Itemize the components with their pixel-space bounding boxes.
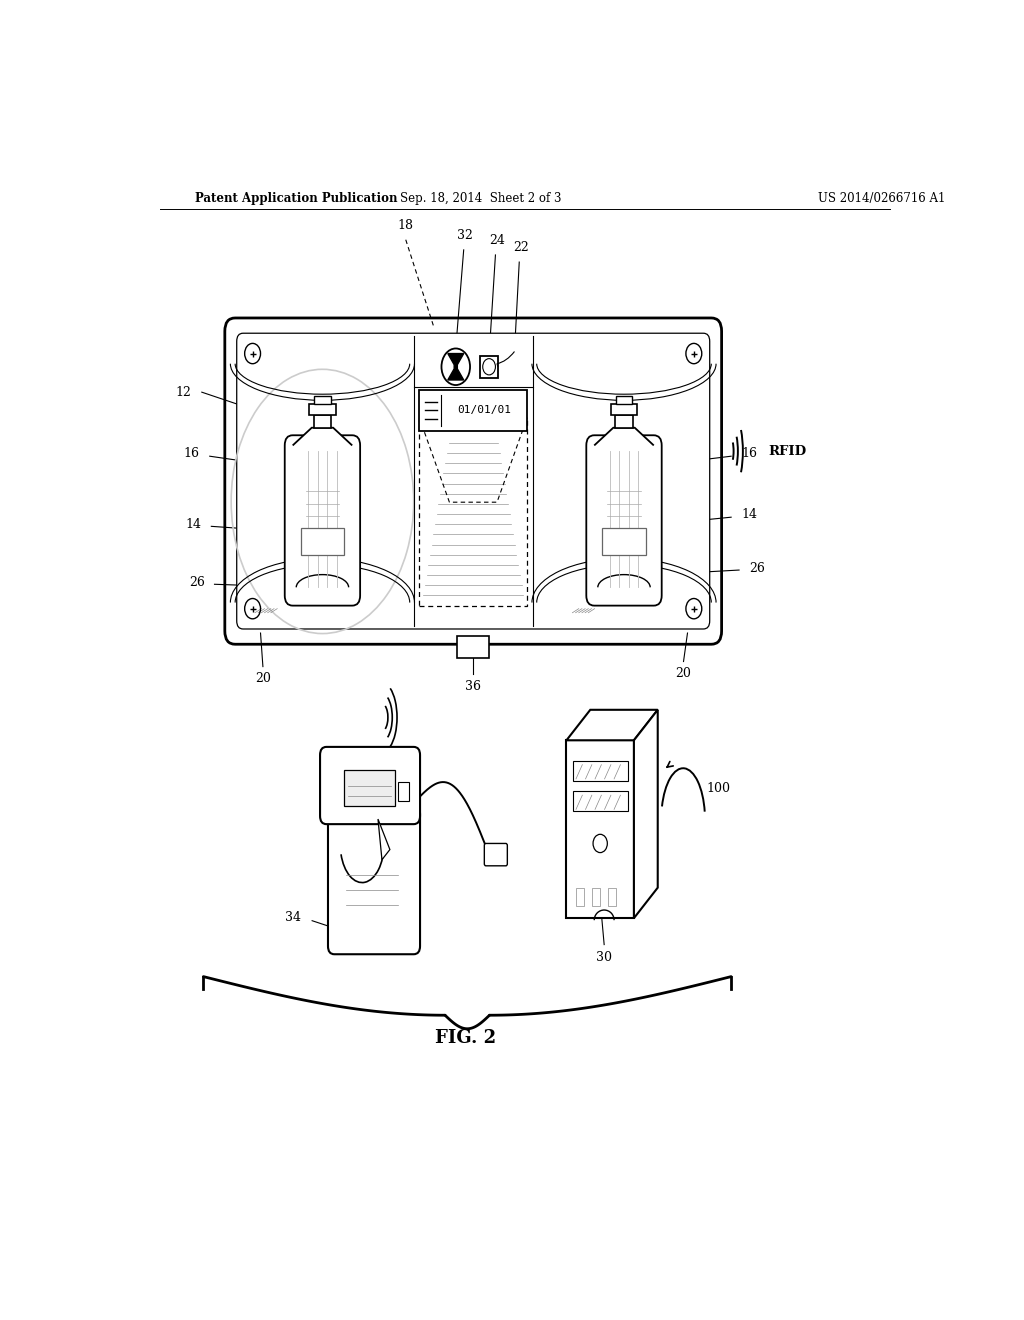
Text: 20: 20 <box>255 672 271 685</box>
FancyBboxPatch shape <box>587 436 662 606</box>
Text: 01/01/01: 01/01/01 <box>458 405 511 416</box>
Text: 26: 26 <box>750 561 765 574</box>
Polygon shape <box>447 354 464 380</box>
Text: Sep. 18, 2014  Sheet 2 of 3: Sep. 18, 2014 Sheet 2 of 3 <box>400 191 562 205</box>
Bar <box>309 404 336 416</box>
Bar <box>566 741 634 919</box>
Text: 24: 24 <box>489 234 505 247</box>
Text: 22: 22 <box>513 242 528 253</box>
Bar <box>572 791 628 812</box>
Text: US 2014/0266716 A1: US 2014/0266716 A1 <box>818 191 946 205</box>
FancyBboxPatch shape <box>301 528 344 554</box>
Bar <box>344 771 395 805</box>
Text: 32: 32 <box>458 228 473 242</box>
Text: RFID: RFID <box>357 758 393 771</box>
Bar <box>592 887 600 906</box>
Bar <box>397 783 409 801</box>
Bar <box>314 396 331 404</box>
Text: 100: 100 <box>707 781 731 795</box>
Bar <box>458 636 489 659</box>
FancyBboxPatch shape <box>225 318 722 644</box>
Polygon shape <box>594 428 653 445</box>
FancyBboxPatch shape <box>484 843 507 866</box>
FancyBboxPatch shape <box>328 805 420 954</box>
Polygon shape <box>634 710 657 919</box>
Text: 30: 30 <box>596 950 612 964</box>
Bar <box>313 416 332 428</box>
Text: 34: 34 <box>285 911 301 924</box>
Bar <box>615 416 633 428</box>
Polygon shape <box>293 428 352 445</box>
Text: FIG. 2: FIG. 2 <box>435 1028 496 1047</box>
Text: 20: 20 <box>676 667 691 680</box>
Polygon shape <box>378 818 390 859</box>
Text: 18: 18 <box>397 219 414 231</box>
Bar <box>480 355 498 378</box>
Bar <box>572 760 628 781</box>
Bar <box>419 391 527 430</box>
Text: 14: 14 <box>741 508 758 520</box>
Bar <box>607 887 615 906</box>
Text: 26: 26 <box>189 576 205 589</box>
Polygon shape <box>566 710 657 741</box>
Text: 16: 16 <box>741 446 758 459</box>
Bar <box>419 417 527 606</box>
Text: 36: 36 <box>465 680 481 693</box>
Bar <box>575 887 584 906</box>
Text: 12: 12 <box>175 385 191 399</box>
FancyBboxPatch shape <box>602 528 645 554</box>
Text: Patent Application Publication: Patent Application Publication <box>196 191 398 205</box>
FancyBboxPatch shape <box>321 747 420 824</box>
Bar <box>611 404 637 416</box>
Text: 14: 14 <box>185 517 202 531</box>
Text: 16: 16 <box>183 446 200 459</box>
FancyBboxPatch shape <box>285 436 360 606</box>
Text: RFID: RFID <box>768 445 807 458</box>
Bar <box>615 396 633 404</box>
FancyBboxPatch shape <box>237 333 710 630</box>
